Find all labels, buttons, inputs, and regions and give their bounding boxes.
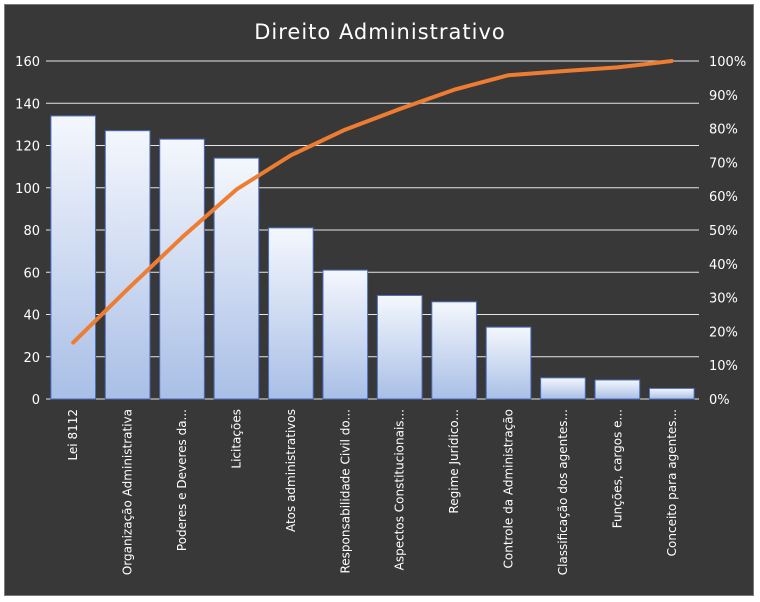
y-left-tick-label: 0: [32, 393, 40, 408]
pareto-chart: 0 20 40 60 80 100 120 140 160 0% 10% 20% 30% 40% 50% 6…: [15, 55, 746, 575]
bar: [213, 157, 260, 400]
bar: [268, 227, 314, 400]
bar: [648, 387, 695, 400]
y-left-tick-label: 140: [15, 97, 40, 112]
x-axis: Lei 8112 Organização Administrativa Podere…: [66, 409, 679, 575]
bar: [159, 138, 205, 400]
y-right-tick-label: 40%: [709, 258, 738, 273]
x-category-label: Funções, cargos e...: [610, 409, 624, 528]
x-category-label: Licitações: [229, 409, 243, 469]
x-category-label: Conceito para agentes...: [665, 409, 679, 556]
chart-area: Direito Administrativo 0 20 40 60 80 100 120 14…: [4, 4, 754, 596]
y-left-tick-label: 80: [23, 224, 40, 239]
x-category-label: Aspectos Constitucionais...: [393, 409, 407, 570]
bar: [540, 377, 586, 400]
y-right-tick-label: 10%: [709, 359, 738, 374]
x-category-label: Atos administrativos: [284, 409, 298, 532]
x-category-label: Poderes e Deveres da...: [175, 409, 189, 551]
y-axis-right: 0% 10% 20% 30% 40% 50% 60% 70% 80% 90% 100%: [709, 55, 746, 408]
bar: [322, 269, 369, 400]
cumulative-percent-line: [71, 59, 674, 345]
bar: [431, 301, 477, 400]
y-left-tick-label: 40: [23, 309, 40, 324]
y-right-tick-label: 20%: [709, 325, 738, 340]
x-category-label: Responsabilidade Civil do...: [338, 409, 352, 574]
bar: [594, 379, 641, 400]
y-right-tick-label: 50%: [709, 224, 738, 239]
y-right-tick-label: 0%: [709, 393, 730, 408]
bar: [376, 294, 423, 400]
y-right-tick-label: 80%: [709, 123, 738, 138]
cumulative-line: [71, 59, 674, 345]
bars: [50, 115, 695, 400]
y-right-tick-label: 70%: [709, 156, 738, 171]
y-left-tick-label: 160: [15, 55, 40, 70]
y-left-tick-label: 20: [23, 351, 40, 366]
y-left-tick-label: 120: [15, 140, 40, 155]
bar: [50, 115, 97, 400]
y-right-tick-label: 100%: [709, 55, 746, 70]
chart-title: Direito Administrativo: [254, 20, 506, 44]
x-category-label: Controle da Administração: [502, 409, 516, 568]
y-axis-left: 0 20 40 60 80 100 120 140 160: [15, 55, 40, 408]
x-category-label: Lei 8112: [66, 409, 80, 461]
y-right-tick-label: 90%: [709, 89, 738, 104]
bar: [104, 130, 151, 400]
x-category-label: Organização Administrativa: [121, 409, 135, 575]
y-left-tick-label: 60: [23, 266, 40, 281]
x-category-label: Classificação dos agentes...: [556, 409, 570, 575]
gridlines: [46, 60, 699, 400]
y-right-tick-label: 60%: [709, 190, 738, 205]
y-right-tick-label: 30%: [709, 292, 738, 307]
x-category-label: Regime Jurídico...: [447, 409, 461, 514]
y-left-tick-label: 100: [15, 182, 40, 197]
bar: [485, 326, 532, 400]
